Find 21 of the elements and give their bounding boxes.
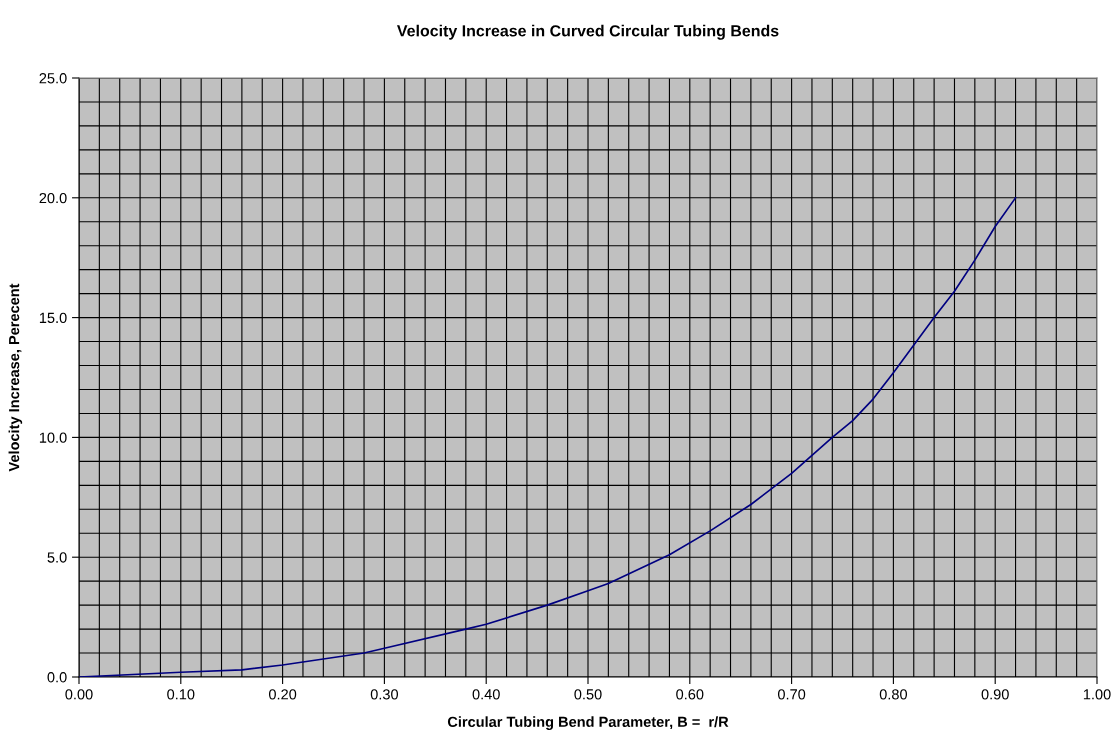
y-tick-label: 20.0 xyxy=(39,192,67,204)
y-tick-label: 15.0 xyxy=(39,312,67,324)
chart-title: Velocity Increase in Curved Circular Tubing Bends xyxy=(396,24,779,40)
y-tick-label: 0.0 xyxy=(47,672,67,683)
x-tick-label: 0.20 xyxy=(268,689,297,700)
x-tick-label: 0.10 xyxy=(167,689,195,700)
x-tick-label: 0.00 xyxy=(65,689,93,700)
y-tick-label: 10.0 xyxy=(39,432,67,443)
y-tick-label: 5.0 xyxy=(47,552,67,563)
x-tick-label: 0.30 xyxy=(370,689,399,700)
y-tick-label: 25.0 xyxy=(39,73,67,84)
x-tick-label: 0.50 xyxy=(574,689,602,700)
x-tick-label: 1.00 xyxy=(1083,689,1111,700)
x-tick-label: 0.70 xyxy=(777,689,806,700)
x-tick-label: 0.60 xyxy=(676,689,704,700)
x-tick-label: 0.40 xyxy=(472,689,500,700)
line-series xyxy=(79,196,1017,677)
x-tick-label: 0.90 xyxy=(981,689,1009,700)
x-axis-title: Circular Tubing Bend Parameter, B = r/R xyxy=(447,716,729,730)
y-axis-title: Velocity Increase, Perecent xyxy=(8,283,23,472)
x-tick-label: 0.80 xyxy=(879,689,908,700)
